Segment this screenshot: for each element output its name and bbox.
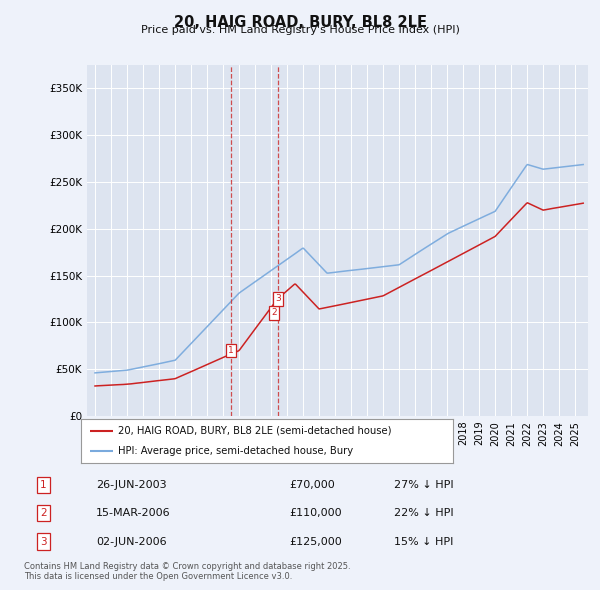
Text: 02-JUN-2006: 02-JUN-2006 xyxy=(96,537,166,546)
Text: 2: 2 xyxy=(271,309,277,317)
Text: 15-MAR-2006: 15-MAR-2006 xyxy=(96,509,170,518)
Text: HPI: Average price, semi-detached house, Bury: HPI: Average price, semi-detached house,… xyxy=(118,446,353,456)
Text: Price paid vs. HM Land Registry's House Price Index (HPI): Price paid vs. HM Land Registry's House … xyxy=(140,25,460,35)
Text: £125,000: £125,000 xyxy=(289,537,342,546)
Text: 22% ↓ HPI: 22% ↓ HPI xyxy=(394,509,454,518)
Text: £70,000: £70,000 xyxy=(289,480,335,490)
Text: 20, HAIG ROAD, BURY, BL8 2LE: 20, HAIG ROAD, BURY, BL8 2LE xyxy=(173,15,427,30)
Text: 20, HAIG ROAD, BURY, BL8 2LE (semi-detached house): 20, HAIG ROAD, BURY, BL8 2LE (semi-detac… xyxy=(118,426,392,436)
Text: 3: 3 xyxy=(40,537,47,546)
Text: 26-JUN-2003: 26-JUN-2003 xyxy=(96,480,166,490)
Text: 1: 1 xyxy=(40,480,47,490)
Text: Contains HM Land Registry data © Crown copyright and database right 2025.
This d: Contains HM Land Registry data © Crown c… xyxy=(24,562,350,581)
Text: 27% ↓ HPI: 27% ↓ HPI xyxy=(394,480,454,490)
Text: 15% ↓ HPI: 15% ↓ HPI xyxy=(394,537,453,546)
Text: 3: 3 xyxy=(275,294,281,303)
Text: £110,000: £110,000 xyxy=(289,509,341,518)
Text: 2: 2 xyxy=(40,509,47,518)
Text: 1: 1 xyxy=(228,346,233,355)
